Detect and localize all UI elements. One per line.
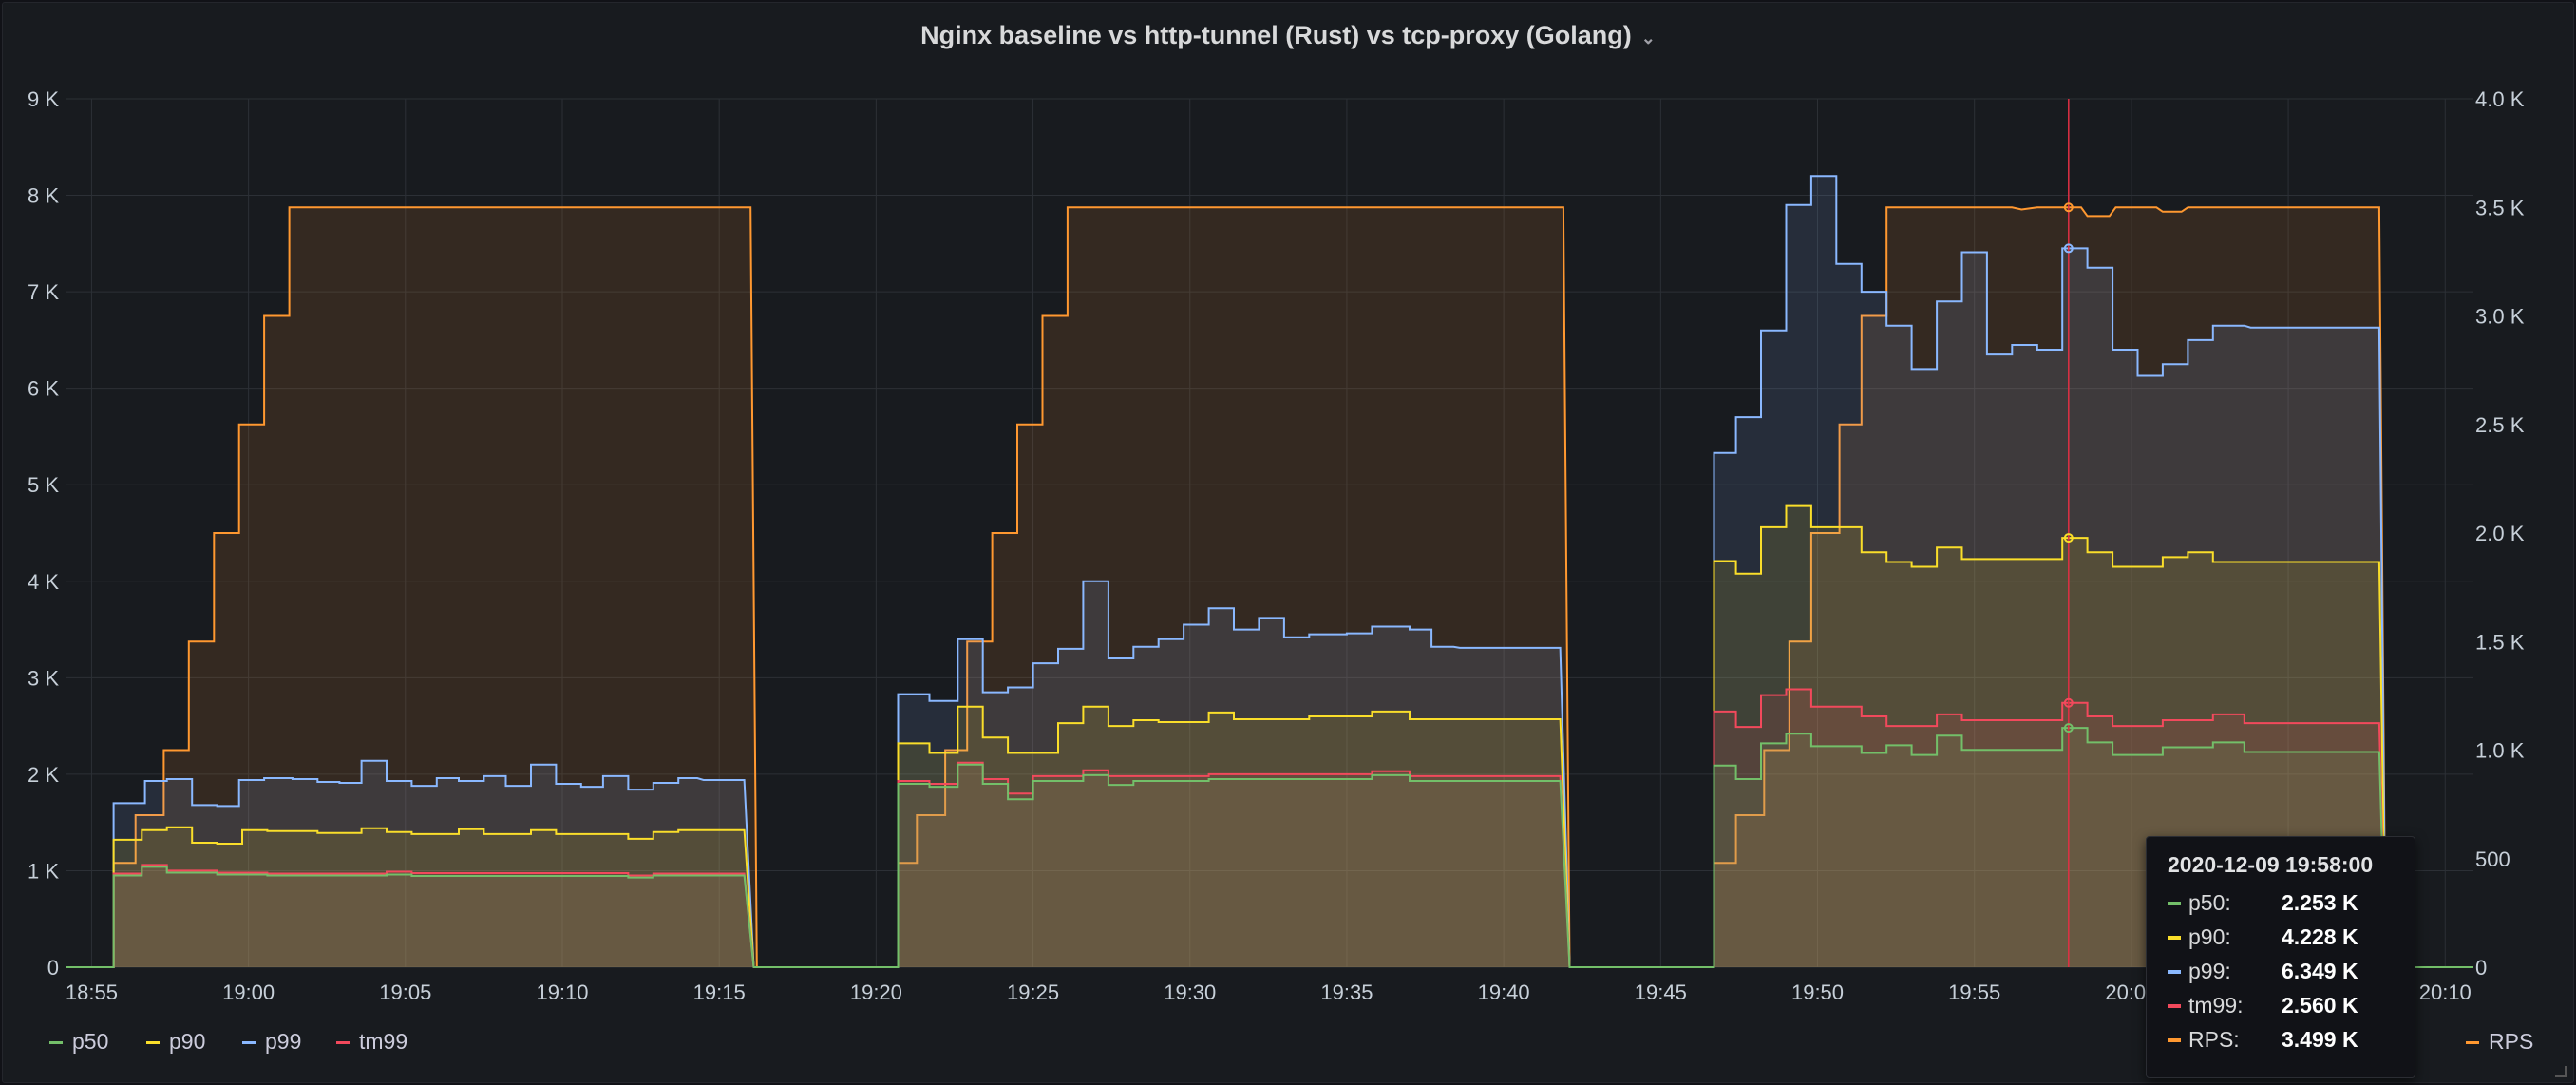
tooltip-series-name: p90:: [2188, 924, 2231, 949]
legend-label[interactable]: p90: [169, 1029, 206, 1054]
series-area-p99: [66, 176, 2473, 967]
legend-swatch: [242, 1041, 256, 1045]
series-area-p50: [66, 728, 2473, 967]
legend-item-p99[interactable]: p99: [242, 1029, 301, 1055]
legend-label[interactable]: p99: [265, 1029, 302, 1054]
x-tick-label: 19:10: [536, 980, 588, 1004]
tooltip-swatch: [2168, 902, 2181, 905]
legend-swatch: [49, 1041, 63, 1045]
tooltip-swatch: [2168, 970, 2181, 974]
y-left-tick-label: 3 K: [28, 666, 59, 690]
tooltip-series-name: p99:: [2188, 959, 2231, 983]
tooltip-series-value: 2.560 K: [2282, 993, 2358, 1018]
legend-item-p50[interactable]: p50: [49, 1029, 108, 1055]
crosshair-point-p50: [2063, 723, 2074, 733]
legend-item-tm99[interactable]: tm99: [336, 1029, 407, 1055]
legend-label[interactable]: tm99: [359, 1029, 408, 1054]
x-tick-label: 19:40: [1478, 980, 1530, 1004]
x-tick-label: 20:10: [2419, 980, 2472, 1004]
tooltip-row-p50: p50: 2.253 K: [2168, 888, 2405, 921]
x-tick-label: 19:15: [693, 980, 746, 1004]
series-line-rps: [66, 206, 2473, 968]
series-line-p90: [66, 504, 2473, 968]
tooltip-series-value: 6.349 K: [2282, 959, 2358, 983]
tooltip-row-p90: p90: 4.228 K: [2168, 923, 2405, 955]
legend-swatch: [146, 1041, 160, 1045]
y-right-tick-label: 3.5 K: [2475, 196, 2525, 219]
hover-tooltip: 2020-12-09 19:58:00 p50: 2.253 K p90: 4.…: [2146, 836, 2415, 1078]
y-left-tick-label: 4 K: [28, 570, 59, 594]
tooltip-row-rps: RPS: 3.499 K: [2168, 1025, 2405, 1057]
crosshair-point-tm99: [2063, 697, 2074, 708]
tooltip-time: 2020-12-09 19:58:00: [2168, 852, 2374, 877]
series-area-tm99: [66, 689, 2473, 967]
panel-title-text[interactable]: Nginx baseline vs http-tunnel (Rust) vs …: [920, 21, 1632, 49]
y-right-tick-label: 500: [2475, 847, 2510, 871]
y-left-tick-label: 7 K: [28, 280, 59, 304]
crosshair-point-rps: [2063, 202, 2074, 213]
chevron-down-icon[interactable]: ⌄: [1640, 29, 1656, 48]
legend-item-p90[interactable]: p90: [146, 1029, 205, 1055]
legend-right: RPS: [2466, 1029, 2551, 1057]
y-right-tick-label: 2.0 K: [2475, 522, 2525, 545]
y-left-tick-label: 5 K: [28, 473, 59, 497]
y-right-tick-label: 1.0 K: [2475, 739, 2525, 763]
y-left-tick-label: 0: [47, 956, 59, 980]
legend-swatch: [2466, 1041, 2479, 1045]
series-area-rps: [66, 207, 2473, 968]
y-right-tick-label: 2.5 K: [2475, 413, 2525, 437]
tooltip-swatch: [2168, 1038, 2181, 1042]
x-tick-label: 19:55: [1948, 980, 2000, 1004]
tooltip-series-value: 2.253 K: [2282, 890, 2358, 915]
legend-label[interactable]: RPS: [2489, 1029, 2534, 1054]
legend-swatch: [336, 1041, 350, 1045]
series-line-tm99: [66, 688, 2473, 968]
y-left-tick-label: 8 K: [28, 184, 59, 208]
tooltip-swatch: [2168, 1004, 2181, 1008]
tooltip-row-tm99: tm99: 2.560 K: [2168, 991, 2405, 1023]
tooltip-series-name: p50:: [2188, 890, 2231, 915]
legend-item-rps[interactable]: RPS: [2466, 1029, 2533, 1055]
y-right-tick-label: 0: [2475, 956, 2487, 980]
tooltip-series-value: 3.499 K: [2282, 1027, 2358, 1052]
crosshair-point-p90: [2063, 533, 2074, 543]
series-area-p90: [66, 505, 2473, 967]
x-tick-label: 19:50: [1791, 980, 1844, 1004]
x-tick-label: 19:00: [222, 980, 275, 1004]
y-right-tick-label: 4.0 K: [2475, 87, 2525, 111]
y-right-tick-label: 3.0 K: [2475, 305, 2525, 329]
x-tick-label: 19:25: [1007, 980, 1059, 1004]
tooltip-series-name: tm99:: [2188, 993, 2244, 1018]
crosshair-point-p99: [2063, 243, 2074, 254]
x-tick-label: 18:55: [66, 980, 118, 1004]
resize-handle-icon[interactable]: [2555, 1066, 2567, 1077]
y-left-tick-label: 6 K: [28, 377, 59, 401]
legend-label[interactable]: p50: [72, 1029, 109, 1054]
y-right-tick-label: 1.5 K: [2475, 630, 2525, 654]
series-line-p99: [66, 175, 2473, 968]
y-left-tick-label: 2 K: [28, 763, 59, 787]
series-line-p50: [66, 727, 2473, 968]
legend-left: p50 p90 p99 tm99: [49, 1029, 448, 1057]
x-tick-label: 19:35: [1320, 980, 1373, 1004]
x-tick-label: 19:20: [850, 980, 902, 1004]
panel-title[interactable]: Nginx baseline vs http-tunnel (Rust) vs …: [0, 21, 2576, 50]
tooltip-swatch: [2168, 936, 2181, 940]
tooltip-series-value: 4.228 K: [2282, 924, 2358, 949]
x-tick-label: 19:45: [1635, 980, 1687, 1004]
x-tick-label: 19:30: [1164, 980, 1216, 1004]
tooltip-series-name: RPS:: [2188, 1027, 2240, 1052]
y-left-tick-label: 9 K: [28, 87, 59, 111]
tooltip-row-p99: p99: 6.349 K: [2168, 957, 2405, 989]
x-tick-label: 19:05: [379, 980, 431, 1004]
y-left-tick-label: 1 K: [28, 859, 59, 883]
